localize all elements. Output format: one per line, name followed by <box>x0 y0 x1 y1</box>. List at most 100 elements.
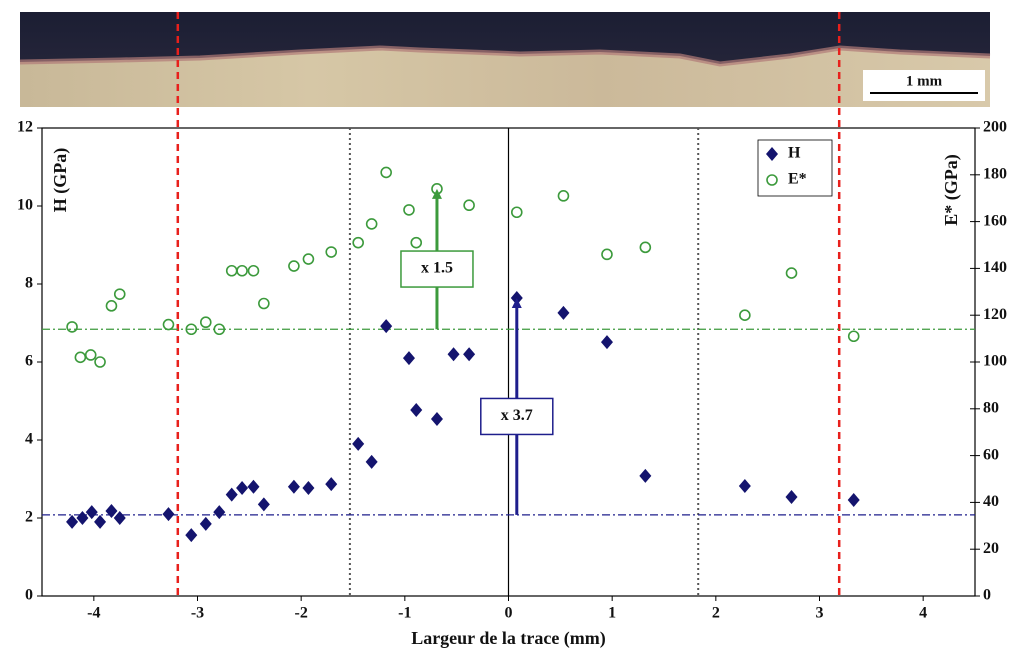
e-point <box>785 267 798 279</box>
e-point <box>847 330 860 343</box>
e-point <box>463 199 475 212</box>
x-tick-label: -2 <box>295 605 308 622</box>
h-point <box>402 351 415 366</box>
e-point <box>365 218 378 230</box>
y2-axis-title: E* (GPa) <box>941 154 962 226</box>
h-point <box>325 477 338 492</box>
h-point <box>199 516 212 531</box>
plot: -4 -3 -2 -1 0 1 2 3 4024681012020406080100120140… <box>17 12 1007 649</box>
y2-tick-label: 60 <box>983 446 999 463</box>
h-point <box>463 347 476 362</box>
y2-tick-label: 140 <box>983 259 1007 276</box>
annotation-box <box>400 250 474 288</box>
h-point <box>447 347 460 362</box>
y2-tick-label: 20 <box>983 540 999 557</box>
h-point <box>352 436 365 451</box>
e-point <box>185 323 198 336</box>
e-point <box>380 166 392 179</box>
h-point <box>257 497 270 512</box>
h-point <box>287 479 300 494</box>
legend-label: H <box>788 145 801 162</box>
e-point <box>739 309 751 322</box>
annotation-label: x 1.5 <box>421 260 453 277</box>
annotation-box <box>480 397 554 436</box>
y-tick-label: 0 <box>25 587 33 604</box>
h-point <box>639 468 652 483</box>
h-point <box>76 511 89 525</box>
e-point <box>113 288 126 300</box>
h-point <box>236 480 249 495</box>
y2-tick-label: 40 <box>983 493 999 510</box>
x-tick-label: -4 <box>87 605 100 622</box>
e-point <box>84 349 97 361</box>
e-point <box>199 316 212 329</box>
legend-marker <box>766 147 778 161</box>
micrograph: 1 mm <box>19 12 991 107</box>
y2-tick-label: 80 <box>983 399 999 416</box>
e-point <box>403 204 415 216</box>
h-point <box>66 514 79 529</box>
h-point <box>105 503 118 518</box>
legend-marker <box>766 174 778 186</box>
x-tick-label: -1 <box>398 605 411 622</box>
y2-tick-label: 120 <box>983 306 1007 323</box>
e-point <box>162 318 175 331</box>
x-tick-label: 3 <box>816 605 824 622</box>
y2-tick-label: 200 <box>983 119 1007 136</box>
y-axis-title: H (GPa) <box>50 148 71 213</box>
y2-tick-label: 100 <box>983 353 1007 370</box>
e-point <box>74 351 87 364</box>
h-point <box>94 514 107 529</box>
y-tick-label: 12 <box>17 119 33 136</box>
e-point <box>302 253 315 265</box>
h-point <box>365 454 378 469</box>
e-point <box>105 300 118 312</box>
y-tick-label: 4 <box>25 431 33 448</box>
x-tick-label: 1 <box>608 605 616 622</box>
h-point <box>380 319 393 334</box>
arrow-head <box>511 298 522 309</box>
y-tick-label: 6 <box>25 353 33 370</box>
h-point <box>430 411 443 426</box>
h-point <box>847 493 860 508</box>
y2-tick-label: 180 <box>983 165 1007 182</box>
e-point <box>236 264 248 277</box>
e-point <box>410 236 423 249</box>
e-point <box>639 241 652 254</box>
x-tick-label: 2 <box>712 605 720 622</box>
h-point <box>113 511 126 525</box>
y-tick-label: 10 <box>17 197 33 214</box>
h-point <box>162 507 175 522</box>
x-tick-label: -3 <box>191 605 204 622</box>
y2-tick-label: 0 <box>983 587 991 604</box>
e-point <box>247 264 260 277</box>
e-point <box>510 206 523 219</box>
e-point <box>94 356 106 368</box>
x-tick-label: 4 <box>919 605 927 622</box>
h-point <box>785 489 798 504</box>
h-point <box>410 402 423 417</box>
y-tick-label: 8 <box>25 275 33 292</box>
e-point <box>213 323 226 336</box>
e-point <box>352 236 364 249</box>
scale-bar-label: 1 mm <box>906 73 943 89</box>
h-point <box>302 480 315 495</box>
e-point <box>225 264 238 277</box>
h-point <box>738 479 751 494</box>
e-point <box>325 246 338 258</box>
h-point <box>213 505 226 520</box>
h-point <box>185 528 198 543</box>
y2-tick-label: 160 <box>983 212 1007 229</box>
e-point <box>601 248 613 261</box>
x-axis-title: Largeur de la trace (mm) <box>411 628 606 649</box>
legend-label: E* <box>788 171 807 188</box>
e-point <box>557 190 570 202</box>
h-point <box>600 335 613 350</box>
h-point <box>225 487 238 502</box>
annotation-label: x 3.7 <box>501 407 533 424</box>
h-point <box>557 305 570 320</box>
h-point <box>247 479 260 494</box>
h-point <box>85 505 98 520</box>
arrow-head <box>431 188 442 199</box>
